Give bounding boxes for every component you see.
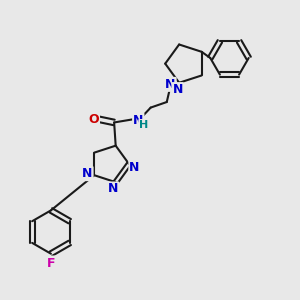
Text: N: N — [133, 114, 143, 127]
Text: N: N — [172, 83, 183, 96]
Text: N: N — [165, 78, 176, 91]
Text: N: N — [82, 167, 93, 180]
Text: H: H — [139, 120, 148, 130]
Text: F: F — [47, 256, 55, 269]
Text: N: N — [108, 182, 119, 196]
Text: N: N — [129, 161, 140, 174]
Text: O: O — [88, 113, 99, 126]
